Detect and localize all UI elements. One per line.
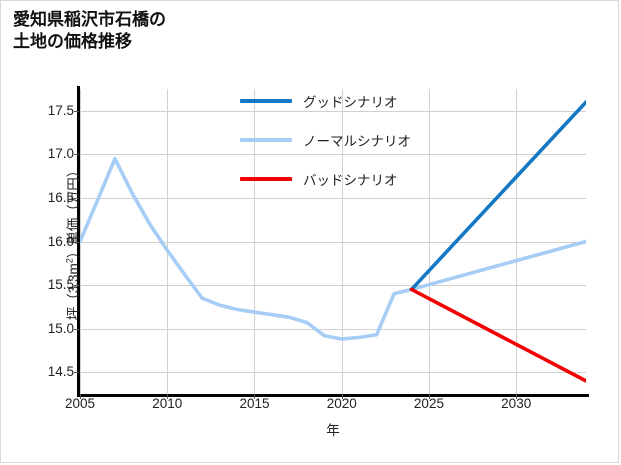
legend-swatch-icon (240, 177, 292, 181)
series-lines (80, 100, 586, 383)
y-tick-mark (74, 328, 79, 330)
gridline-vertical (516, 89, 518, 394)
chart-legend: グッドシナリオ ノーマルシナリオ バッドシナリオ (240, 91, 411, 189)
gridline-horizontal (80, 285, 586, 287)
page-title: 愛知県稲沢市石橋の 土地の価格推移 (13, 10, 166, 51)
legend-swatch-icon (240, 138, 292, 142)
y-tick-label: 15.0 (47, 320, 74, 336)
gridline-vertical (167, 89, 169, 394)
y-tick-label: 17.0 (47, 146, 74, 162)
x-tick-mark (254, 394, 256, 399)
x-tick-label: 2005 (64, 396, 96, 411)
y-tick-label: 17.5 (47, 102, 74, 118)
legend-item-label: ノーマルシナリオ (303, 134, 411, 149)
legend-swatch-icon (240, 99, 292, 103)
series-line (409, 100, 586, 292)
legend-item[interactable]: ノーマルシナリオ (240, 130, 411, 150)
gridline-horizontal (80, 197, 586, 199)
series-line (409, 287, 586, 383)
x-tick-mark (167, 394, 169, 399)
plot-area: 14.5 15.0 15.5 16.0 16.5 17.0 17.5 2005 2010 201… (48, 89, 586, 438)
x-tick-label: 2010 (152, 396, 183, 411)
y-tick-label: 16.0 (47, 233, 74, 249)
legend-item-label: バッドシナリオ (303, 173, 398, 188)
y-tick-mark (74, 285, 79, 287)
y-tick-label: 16.5 (47, 189, 74, 205)
y-tick-mark (74, 241, 79, 243)
x-tick-label: 2025 (413, 396, 444, 411)
gridline-vertical (341, 89, 343, 394)
legend-item[interactable]: バッドシナリオ (240, 169, 411, 189)
y-tick-label: 15.5 (47, 277, 74, 293)
series-line (80, 156, 586, 341)
x-axis-label: 年 (326, 423, 340, 438)
y-tick-label: 14.5 (47, 364, 74, 380)
y-tick-mark (74, 372, 79, 374)
y-axis-label: 坪（3.3m2）単価（万円） (64, 163, 82, 320)
gridline-horizontal (80, 241, 586, 243)
x-axis-spine (77, 394, 589, 397)
x-tick-label: 2015 (239, 396, 270, 411)
x-tick-label: 2030 (501, 396, 532, 411)
x-tick-mark (80, 394, 81, 399)
gridline-horizontal (80, 372, 586, 374)
gridline-vertical (428, 89, 430, 394)
legend-item-label: グッドシナリオ (303, 95, 398, 110)
y-tick-mark (74, 197, 79, 199)
x-tick-mark (341, 394, 343, 399)
gridline-vertical (254, 89, 256, 394)
gridline-horizontal (80, 110, 586, 112)
legend-item[interactable]: グッドシナリオ (240, 91, 411, 111)
gridline-horizontal (80, 328, 586, 330)
x-tick-mark (428, 394, 430, 399)
x-tick-label: 2020 (326, 396, 357, 411)
y-tick-mark (74, 154, 79, 156)
gridline-horizontal (80, 154, 586, 156)
x-tick-mark (516, 394, 518, 399)
y-tick-mark (74, 110, 79, 112)
